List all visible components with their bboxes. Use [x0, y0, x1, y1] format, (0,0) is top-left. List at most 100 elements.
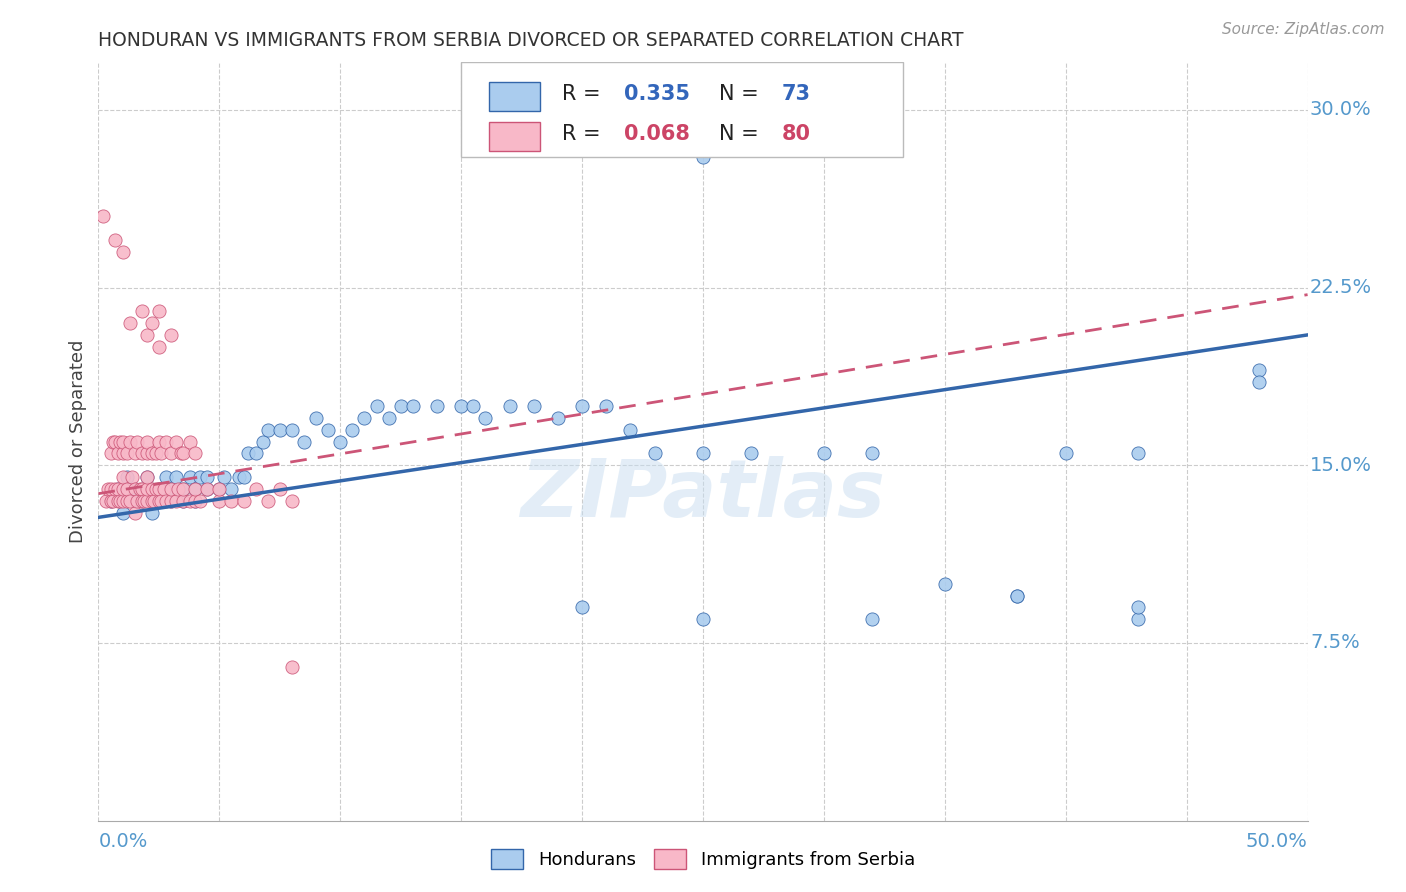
Point [150, 493, 173, 508]
Point [148, 482, 170, 496]
Text: R =: R = [561, 84, 607, 104]
Point [152, 482, 174, 496]
Text: 73: 73 [782, 84, 811, 104]
Point [160, 482, 183, 496]
Point [167, 482, 190, 496]
Text: 80: 80 [782, 125, 811, 145]
Point [389, 399, 412, 413]
Text: 50.0%: 50.0% [1246, 832, 1308, 851]
Point [148, 493, 170, 508]
Point [172, 493, 194, 508]
Point [100, 482, 122, 496]
Point [195, 482, 218, 496]
Point [155, 470, 177, 484]
Point [127, 434, 149, 449]
Point [740, 446, 762, 460]
Point [101, 434, 124, 449]
Point [104, 434, 127, 449]
Point [256, 493, 278, 508]
Point [117, 493, 139, 508]
Point [148, 493, 170, 508]
Point [131, 493, 153, 508]
Point [148, 304, 170, 318]
Point [124, 446, 146, 460]
Point [188, 493, 211, 508]
Point [595, 399, 617, 413]
Point [121, 470, 143, 484]
Point [131, 482, 153, 496]
FancyBboxPatch shape [489, 122, 540, 151]
Point [281, 423, 304, 437]
Point [135, 482, 157, 496]
Point [463, 399, 485, 413]
Text: ZIPatlas: ZIPatlas [520, 456, 886, 533]
Point [245, 446, 267, 460]
Point [860, 446, 883, 460]
Point [1054, 446, 1077, 460]
Point [118, 434, 141, 449]
Point [169, 446, 191, 460]
Point [111, 506, 134, 520]
Point [165, 493, 187, 508]
Point [100, 493, 122, 508]
Text: N =: N = [718, 84, 765, 104]
Point [135, 482, 157, 496]
Point [135, 434, 157, 449]
Text: 22.5%: 22.5% [1310, 278, 1372, 297]
Point [160, 482, 183, 496]
Point [184, 482, 207, 496]
Point [179, 434, 201, 449]
Point [165, 434, 187, 449]
Point [124, 482, 146, 496]
Point [195, 470, 218, 484]
Text: HONDURAN VS IMMIGRANTS FROM SERBIA DIVORCED OR SEPARATED CORRELATION CHART: HONDURAN VS IMMIGRANTS FROM SERBIA DIVOR… [98, 30, 965, 50]
Point [111, 244, 134, 259]
Point [184, 493, 207, 508]
Point [281, 659, 304, 673]
Point [100, 446, 122, 460]
Point [184, 493, 207, 508]
Point [141, 493, 163, 508]
Point [141, 506, 163, 520]
Text: Source: ZipAtlas.com: Source: ZipAtlas.com [1222, 22, 1385, 37]
Point [813, 446, 835, 460]
Point [232, 493, 254, 508]
Point [117, 470, 139, 484]
Point [1128, 446, 1150, 460]
Point [145, 482, 167, 496]
FancyBboxPatch shape [461, 62, 903, 157]
Point [111, 446, 134, 460]
Point [184, 446, 207, 460]
Point [245, 482, 267, 496]
Point [1007, 589, 1029, 603]
Point [165, 470, 187, 484]
Text: 15.0%: 15.0% [1310, 456, 1372, 475]
Text: R =: R = [561, 125, 607, 145]
Point [172, 482, 194, 496]
Point [117, 482, 139, 496]
Point [1128, 612, 1150, 626]
Point [135, 470, 157, 484]
Point [269, 482, 291, 496]
Point [107, 482, 129, 496]
Point [353, 410, 375, 425]
Point [107, 493, 129, 508]
Point [172, 493, 194, 508]
Text: 0.335: 0.335 [624, 84, 690, 104]
Point [547, 410, 569, 425]
Point [141, 446, 163, 460]
Point [148, 434, 170, 449]
Point [107, 446, 129, 460]
Point [366, 399, 388, 413]
Text: N =: N = [718, 125, 765, 145]
Point [523, 399, 546, 413]
Point [135, 493, 157, 508]
Point [124, 506, 146, 520]
Point [118, 316, 141, 330]
Point [450, 399, 472, 413]
Point [111, 434, 134, 449]
Point [111, 482, 134, 496]
Point [228, 470, 250, 484]
Point [135, 446, 157, 460]
Point [160, 327, 183, 342]
